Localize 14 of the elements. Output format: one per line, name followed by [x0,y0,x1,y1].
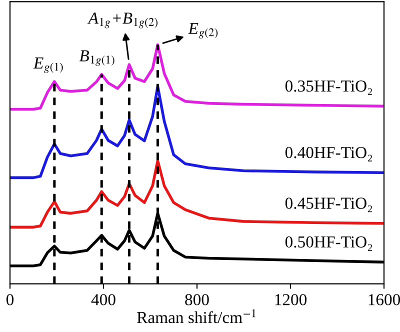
annotation: E$_{g(1)}$ [33,58,63,74]
x-tick-label: 1600 [368,294,400,306]
x-tick-label: 400 [91,294,116,306]
annotation: B$_{1g(1)}$ [79,50,114,66]
annotation: A$_{1g}$+B$_{1g(2)}$ [87,12,158,28]
x-tick-label: 1200 [275,294,307,306]
x-tick-label: 800 [185,294,209,306]
x-axis-title: Raman shift/cm$^{−1}$ [137,309,256,324]
series-label: 0.40HF-TiO₂ [285,146,372,162]
x-tick-label: 0 [6,294,14,306]
series-label: 0.50HF-TiO₂ [285,236,372,251]
series-label: 0.35HF-TiO₂ [285,80,372,95]
series-label: 0.45HF-TiO₂ [285,198,372,212]
annotation: E$_{g(2)}$ [188,22,218,39]
